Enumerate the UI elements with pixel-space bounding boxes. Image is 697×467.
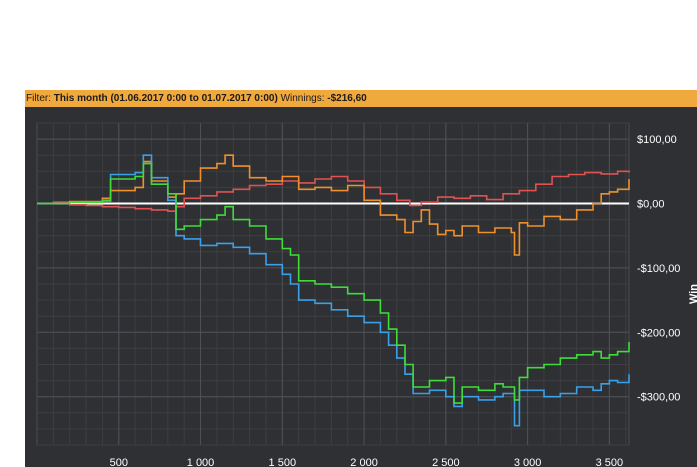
y-axis-ticks: $100,00 $0,00 -$100,00 -$200,00 -$300,00	[637, 134, 680, 404]
filter-label: Filter:	[26, 93, 51, 104]
chart-svg: $100,00 $0,00 -$100,00 -$200,00 -$300,00 500…	[36, 122, 697, 467]
series-line-4	[37, 162, 630, 404]
winnings-value: -$216,60	[327, 93, 367, 104]
x-tick-label: 1 500	[269, 457, 297, 467]
series-line-3	[37, 154, 630, 427]
winnings-chart: $100,00 $0,00 -$100,00 -$200,00 -$300,00 500…	[25, 107, 697, 467]
grid	[36, 122, 630, 446]
x-tick-label: 2 500	[432, 457, 460, 467]
x-tick-label: 3 500	[596, 457, 624, 467]
series-line-2	[37, 154, 630, 256]
x-tick-label: 500	[110, 457, 128, 467]
filter-range[interactable]: This month (01.06.2017 0:00 to 01.07.201…	[53, 93, 278, 104]
x-axis-ticks: 500 1 000 1 500 2 000 2 500 3 000 3 500	[110, 457, 624, 467]
y-tick-label: -$200,00	[637, 327, 680, 339]
filter-bar: Filter: This month (01.06.2017 0:00 to 0…	[25, 90, 697, 107]
y-tick-label: $0,00	[637, 199, 665, 211]
y-axis-title: Win	[688, 284, 697, 304]
x-tick-label: 3 000	[514, 457, 542, 467]
winnings-label: Winnings:	[280, 93, 325, 104]
x-tick-label: 1 000	[187, 457, 215, 467]
series-lines	[37, 154, 630, 427]
series-line-1	[37, 170, 630, 212]
y-tick-label: $100,00	[637, 134, 677, 146]
y-tick-label: -$100,00	[637, 263, 680, 275]
y-tick-label: -$300,00	[637, 392, 680, 404]
x-tick-label: 2 000	[350, 457, 378, 467]
